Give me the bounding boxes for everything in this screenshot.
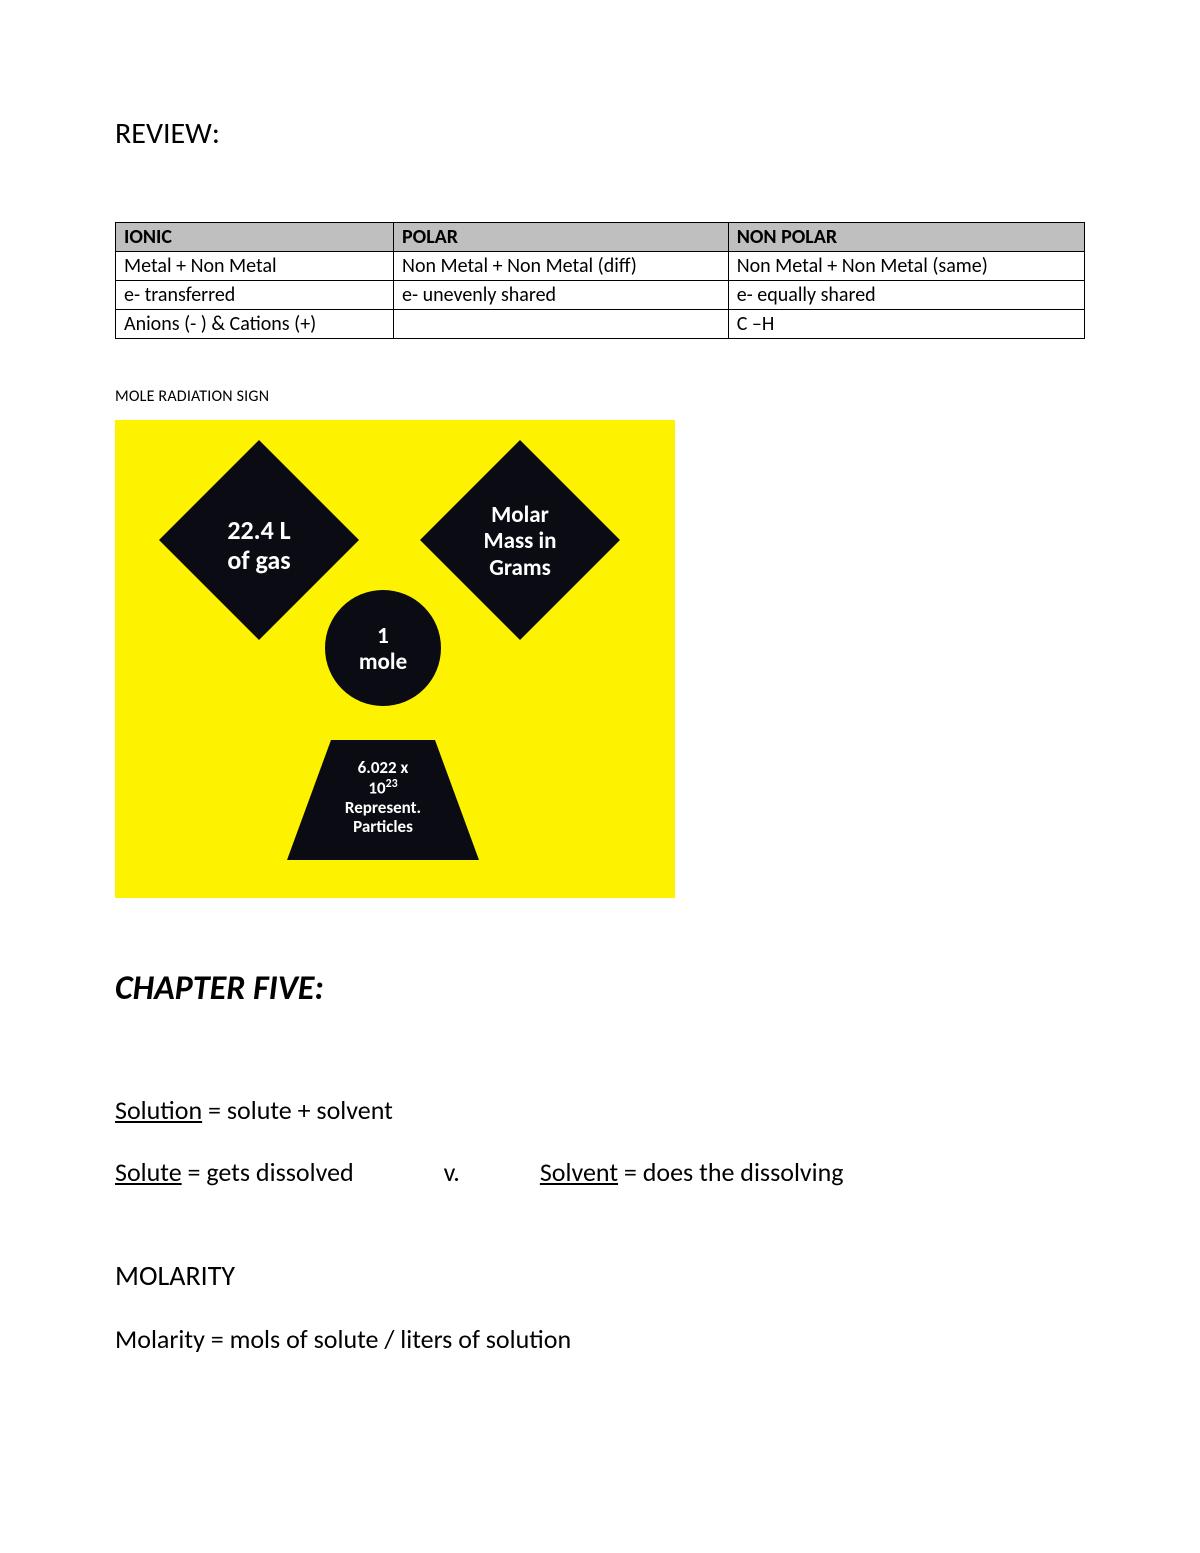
bt-line2b: 23 — [386, 777, 398, 791]
table-header-row: IONIC POLAR NON POLAR — [116, 223, 1085, 252]
table-row: Metal + Non Metal Non Metal + Non Metal … — [116, 252, 1085, 281]
solution-rest: = solute + solvent — [202, 1094, 393, 1126]
rd-line2: Mass in — [484, 527, 557, 555]
cell: Non Metal + Non Metal (diff) — [394, 252, 729, 281]
solvent-rest: = does the dissolving — [618, 1156, 844, 1188]
solute-rest: = gets dissolved — [182, 1156, 354, 1188]
center-circle-text: 1 mole — [333, 623, 433, 676]
cell: C –H — [728, 310, 1084, 339]
table-row: Anions (- ) & Cations (+) C –H — [116, 310, 1085, 339]
left-diamond-text: 22.4 L of gas — [199, 516, 319, 576]
col-ionic: IONIC — [116, 223, 394, 252]
cell: e- unevenly shared — [394, 281, 729, 310]
ld-line2: of gas — [227, 544, 290, 576]
cell: Non Metal + Non Metal (same) — [728, 252, 1084, 281]
molarity-heading: MOLARITY — [115, 1258, 1085, 1293]
chapter-heading: CHAPTER FIVE: — [115, 968, 1085, 1009]
review-heading: REVIEW: — [115, 115, 1085, 152]
cc-line1: 1 — [377, 622, 389, 650]
cell: Anions (- ) & Cations (+) — [116, 310, 394, 339]
solute-term: Solute — [115, 1156, 182, 1188]
bond-types-table: IONIC POLAR NON POLAR Metal + Non Metal … — [115, 222, 1085, 339]
bt-line2a: 10 — [368, 777, 385, 798]
cell — [394, 310, 729, 339]
cell: e- transferred — [116, 281, 394, 310]
molarity-definition: Molarity = mols of solute / liters of so… — [115, 1323, 1085, 1355]
solute-solvent-line: Solute = gets dissolved v. Solvent = does … — [115, 1156, 1085, 1188]
table-row: e- transferred e- unevenly shared e- equ… — [116, 281, 1085, 310]
mole-radiation-diagram: 22.4 L of gas Molar Mass in Grams 1 mole… — [115, 420, 675, 898]
vs-text: v. — [444, 1156, 460, 1188]
diagram-caption: MOLE RADIATION SIGN — [115, 387, 1085, 406]
bt-line1: 6.022 x — [358, 757, 409, 778]
col-nonpolar: NON POLAR — [728, 223, 1084, 252]
cc-line2: mole — [359, 648, 407, 676]
cell: Metal + Non Metal — [116, 252, 394, 281]
rd-line1: Molar — [491, 501, 549, 529]
col-polar: POLAR — [394, 223, 729, 252]
rd-line3: Grams — [489, 554, 551, 582]
cell: e- equally shared — [728, 281, 1084, 310]
ld-line1: 22.4 L — [227, 514, 290, 546]
bt-line3: Represent. — [345, 797, 421, 818]
bottom-trap-text: 6.022 x 1023 Represent. Particles — [303, 758, 463, 837]
solution-term: Solution — [115, 1094, 202, 1126]
right-diamond-text: Molar Mass in Grams — [460, 502, 580, 581]
solvent-term: Solvent — [540, 1156, 618, 1188]
solution-definition: Solution = solute + solvent — [115, 1094, 1085, 1126]
bt-line4: Particles — [353, 816, 413, 837]
